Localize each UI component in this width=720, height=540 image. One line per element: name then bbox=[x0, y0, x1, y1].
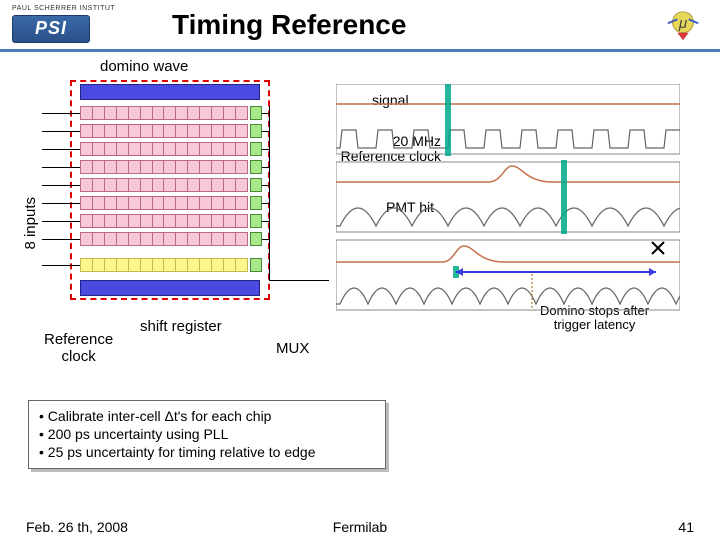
row-end-cell bbox=[250, 160, 262, 174]
bullet-item: 200 ps uncertainty using PLL bbox=[39, 425, 375, 443]
footer-date: Feb. 26 th, 2008 bbox=[26, 519, 128, 535]
domino-top-bar bbox=[80, 84, 260, 100]
row-end-cell bbox=[250, 106, 262, 120]
mux-label: MUX bbox=[276, 340, 309, 357]
bullet-item: 25 ps uncertainty for timing relative to… bbox=[39, 443, 375, 461]
mu-icon: μ bbox=[664, 8, 702, 46]
sampler-row bbox=[80, 178, 248, 192]
shift-register-label: shift register bbox=[140, 318, 222, 335]
waveform-panels bbox=[336, 84, 680, 389]
inputs-label: 8 inputs bbox=[22, 197, 39, 250]
psi-logo-box: PSI bbox=[12, 15, 90, 43]
row-end-cell bbox=[250, 142, 262, 156]
sampler-row bbox=[80, 160, 248, 174]
row-end-cell bbox=[250, 258, 262, 272]
sampler-row bbox=[80, 214, 248, 228]
sampler-row bbox=[80, 124, 248, 138]
pmt-hit-label: PMT hit bbox=[386, 199, 434, 215]
sampler-row bbox=[80, 232, 248, 246]
signal-label: signal bbox=[372, 92, 409, 108]
row-end-cell bbox=[250, 124, 262, 138]
row-end-cell bbox=[250, 178, 262, 192]
row-end-cell bbox=[250, 232, 262, 246]
row-end-cell bbox=[250, 196, 262, 210]
sampler-row bbox=[80, 106, 248, 120]
domino-bot-bar bbox=[80, 280, 260, 296]
domino-stop-label: Domino stops aftertrigger latency bbox=[540, 304, 649, 333]
bullet-item: Calibrate inter-cell Δt's for each chip bbox=[39, 407, 375, 425]
sampler-row bbox=[80, 142, 248, 156]
ref-20mhz-label: 20 MHzReference clock bbox=[336, 134, 441, 165]
sampler-row bbox=[80, 196, 248, 210]
svg-text:μ: μ bbox=[678, 15, 688, 32]
psi-logo: PAUL SCHERRER INSTITUT PSI bbox=[12, 5, 142, 45]
institute-label: PAUL SCHERRER INSTITUT bbox=[12, 5, 115, 12]
shift-register-row bbox=[80, 258, 248, 272]
domino-wave-label: domino wave bbox=[100, 58, 188, 75]
reference-clock-label: Referenceclock bbox=[44, 332, 113, 365]
page-number: 41 bbox=[678, 519, 694, 535]
key-points-box: Calibrate inter-cell Δt's for each chip2… bbox=[28, 400, 386, 469]
row-end-cell bbox=[250, 214, 262, 228]
sampler-diagram bbox=[60, 80, 280, 300]
slide-title: Timing Reference bbox=[172, 9, 406, 41]
footer-venue: Fermilab bbox=[333, 519, 387, 535]
